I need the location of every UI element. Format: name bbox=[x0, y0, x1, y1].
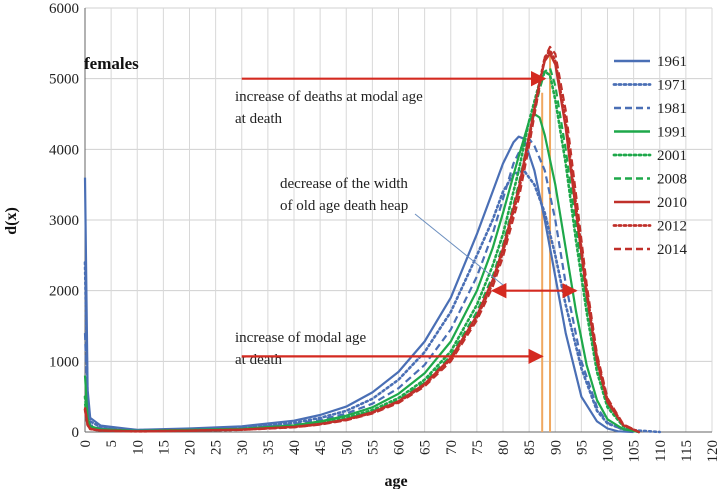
x-tick-label: 80 bbox=[496, 440, 512, 455]
annotation-text: decrease of the width bbox=[280, 176, 408, 192]
annotation-text: increase of modal age bbox=[235, 330, 367, 346]
x-tick-label: 65 bbox=[418, 440, 434, 455]
annotation-text: at death bbox=[235, 352, 283, 368]
y-tick-labels: 0 1000 2000 3000 4000 5000 6000 bbox=[49, 1, 79, 441]
x-tick-label: 20 bbox=[183, 440, 199, 455]
series-line-1991 bbox=[83, 112, 640, 434]
legend-label-1991: 1991 bbox=[657, 125, 687, 141]
annotation-text: of old age death heap bbox=[280, 198, 408, 214]
series-line-2014 bbox=[83, 45, 640, 433]
x-tick-label: 5 bbox=[104, 440, 120, 448]
y-tick-label: 1000 bbox=[49, 354, 79, 370]
x-tick-label: 100 bbox=[601, 440, 617, 463]
y-tick-label: 2000 bbox=[49, 284, 79, 300]
series-line-2008 bbox=[83, 66, 640, 434]
leader-line bbox=[414, 213, 504, 286]
x-tick-label: 55 bbox=[365, 440, 381, 455]
x-tick-labels: 0 5 10 15 20 25 30 35 40 45 50 55 60 65 70 75 80 85 90 95 10… bbox=[78, 440, 720, 463]
x-tick-label: 60 bbox=[392, 440, 408, 455]
y-tick-label: 0 bbox=[72, 425, 80, 441]
x-tick-label: 40 bbox=[287, 440, 303, 455]
annotation-text: at death bbox=[235, 111, 283, 127]
legend: 1961 1971 1981 1991 2001 2008 2010 2012 2014 bbox=[612, 54, 688, 258]
x-tick-label: 15 bbox=[156, 440, 172, 455]
legend-label-2014: 2014 bbox=[657, 242, 688, 258]
y-tick-label: 5000 bbox=[49, 72, 79, 88]
series-lines bbox=[83, 45, 662, 434]
legend-label-1961: 1961 bbox=[657, 54, 687, 70]
series-line-2001 bbox=[83, 70, 641, 434]
x-tick-label: 105 bbox=[627, 440, 643, 463]
x-tick-label: 70 bbox=[444, 440, 460, 455]
y-tick-label: 6000 bbox=[49, 1, 79, 17]
x-tick-label: 120 bbox=[705, 440, 720, 463]
series-line-2010 bbox=[83, 52, 640, 434]
panel-label: females bbox=[84, 54, 139, 73]
legend-label-2012: 2012 bbox=[657, 219, 687, 235]
annotation-text: increase of deaths at modal age bbox=[235, 89, 423, 105]
x-tick-label: 75 bbox=[470, 440, 486, 455]
x-tick-label: 10 bbox=[130, 440, 146, 455]
legend-label-1971: 1971 bbox=[657, 78, 687, 94]
x-tick-label: 0 bbox=[78, 440, 94, 448]
x-tick-label: 115 bbox=[679, 440, 695, 462]
x-tick-label: 45 bbox=[313, 440, 329, 455]
x-tick-label: 85 bbox=[522, 440, 538, 455]
legend-label-2008: 2008 bbox=[657, 172, 687, 188]
x-tick-label: 110 bbox=[653, 440, 669, 462]
legend-label-2010: 2010 bbox=[657, 195, 687, 211]
y-tick-label: 4000 bbox=[49, 142, 79, 158]
annotations: increase of deaths at modal age at death d… bbox=[235, 70, 578, 368]
x-tick-label: 25 bbox=[209, 440, 225, 455]
y-axis-title: d(x) bbox=[3, 207, 20, 235]
x-axis-title: age bbox=[384, 473, 407, 489]
series-line-1981 bbox=[83, 137, 640, 434]
x-tick-label: 35 bbox=[261, 440, 277, 455]
legend-label-2001: 2001 bbox=[657, 148, 687, 164]
grid bbox=[84, 7, 713, 433]
y-tick-label: 3000 bbox=[49, 213, 79, 229]
modal-age-markers bbox=[541, 50, 552, 432]
x-tick-label: 30 bbox=[235, 440, 251, 455]
x-tick-label: 50 bbox=[339, 440, 355, 455]
legend-label-1981: 1981 bbox=[657, 101, 687, 117]
x-tick-label: 95 bbox=[574, 440, 590, 455]
x-tick-label: 90 bbox=[548, 440, 564, 455]
